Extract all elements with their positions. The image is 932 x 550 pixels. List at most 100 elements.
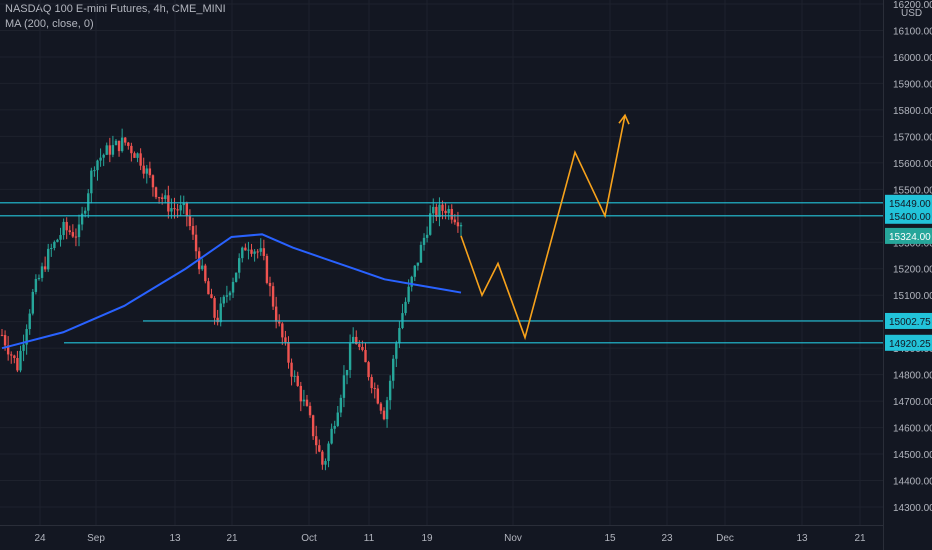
candle-body — [53, 241, 56, 249]
candle-body — [47, 248, 50, 270]
current-price-label: 15324.00 — [889, 232, 931, 243]
candle-body — [428, 213, 432, 235]
candle-body — [40, 266, 44, 278]
candle-body — [157, 197, 161, 199]
candle-body — [77, 224, 81, 238]
level-price-label: 15449.00 — [889, 199, 931, 210]
candle-body — [456, 222, 460, 227]
candle-body — [299, 385, 303, 402]
candle-body — [318, 445, 321, 452]
candle-body — [160, 197, 164, 199]
candle-body — [219, 303, 222, 323]
candle-body — [65, 221, 68, 231]
candle-body — [231, 281, 235, 293]
candle-body — [182, 202, 185, 206]
candle-body — [265, 255, 269, 283]
y-tick-label: 15700.00 — [893, 132, 932, 143]
candle-body — [262, 248, 266, 256]
candle-body — [201, 265, 204, 270]
candle-body — [339, 397, 343, 413]
candle-body — [281, 323, 284, 338]
candle-body — [358, 344, 361, 347]
candle-body — [87, 193, 90, 211]
x-tick-label: 13 — [796, 533, 808, 544]
candle-body — [379, 403, 383, 411]
level-price-tag — [885, 194, 932, 211]
candle-body — [351, 336, 355, 344]
candle-body — [34, 278, 38, 292]
y-tick-label: 16100.00 — [893, 26, 932, 37]
candle-body — [256, 251, 259, 253]
candle-body — [395, 343, 398, 359]
candle-body — [302, 399, 306, 402]
candle-body — [204, 265, 207, 282]
candle-body — [410, 276, 413, 287]
y-tick-label: 14800.00 — [893, 371, 932, 382]
y-tick-label: 14600.00 — [893, 424, 932, 435]
candle-body — [382, 410, 386, 420]
candle-body — [250, 249, 253, 254]
candle-body — [284, 337, 287, 343]
candle-body — [179, 205, 182, 211]
candle-body — [6, 345, 10, 355]
x-tick-label: 24 — [34, 533, 46, 544]
candle-body — [373, 388, 376, 390]
candle-body — [444, 210, 447, 214]
candle-body — [355, 336, 358, 345]
candle-body — [238, 258, 241, 273]
candle-body — [228, 292, 232, 296]
candle-body — [441, 204, 444, 211]
candle-body — [148, 168, 152, 176]
candle-body — [136, 153, 139, 158]
candle-body — [305, 399, 309, 406]
candle-body — [130, 145, 133, 154]
x-tick-label: Sep — [87, 533, 105, 544]
candle-body — [3, 335, 7, 346]
candle-body — [99, 157, 102, 161]
candle-body — [241, 247, 244, 259]
candle-body — [345, 369, 349, 376]
candle-body — [425, 234, 429, 238]
candle-body — [90, 170, 93, 194]
candle-body — [59, 235, 62, 240]
candle-body — [120, 137, 124, 152]
candle-body — [0, 334, 4, 336]
candle-body — [293, 375, 296, 377]
candle-body — [173, 208, 176, 210]
current-price-tag — [885, 227, 932, 244]
candle-body — [154, 187, 158, 198]
candle-body — [234, 272, 238, 282]
candle-body — [216, 317, 219, 323]
candle-body — [56, 239, 59, 242]
y-tick-label: 14700.00 — [893, 397, 932, 408]
candle-body — [419, 244, 423, 263]
x-tick-label: 15 — [604, 533, 616, 544]
x-tick-label: Oct — [301, 533, 317, 544]
candle-body — [28, 313, 31, 330]
candle-body — [13, 355, 16, 359]
candle-body — [151, 175, 155, 188]
y-tick-label: 16200.00 — [893, 0, 932, 11]
candle-body — [71, 232, 75, 237]
candle-body — [102, 154, 105, 158]
candle-body — [133, 153, 136, 158]
candle-body — [83, 210, 87, 214]
candle-body — [278, 321, 281, 324]
candle-body — [124, 137, 127, 143]
candle-body — [376, 388, 380, 404]
candle-body — [247, 249, 250, 251]
candle-body — [74, 236, 78, 238]
chart-legend: NASDAQ 100 E-mini Futures, 4h, CME_MINI … — [5, 2, 226, 32]
candle-body — [142, 165, 145, 174]
y-tick-label: 14500.00 — [893, 450, 932, 461]
candle-body — [327, 443, 330, 461]
candle-body — [330, 428, 333, 444]
level-price-tag — [885, 312, 932, 329]
x-tick-label: 21 — [226, 533, 238, 544]
candle-body — [176, 209, 179, 211]
candle-body — [207, 281, 210, 295]
candle-body — [25, 329, 28, 345]
candle-body — [194, 234, 198, 252]
candle-body — [19, 350, 22, 371]
